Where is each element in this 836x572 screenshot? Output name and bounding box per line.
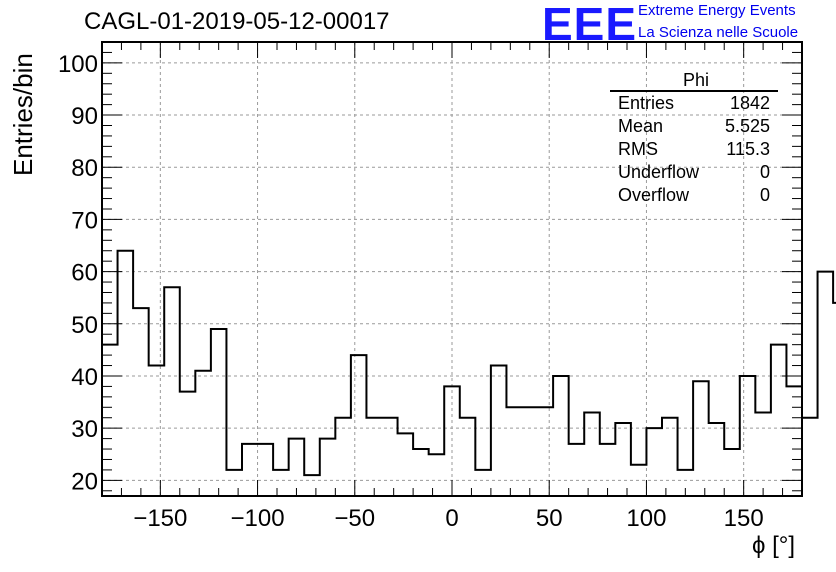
x-tick-label: 0	[445, 505, 458, 532]
stats-value: 5.525	[724, 116, 770, 136]
stats-label: RMS	[618, 139, 658, 159]
histogram-bin	[522, 407, 538, 496]
y-tick-label: 20	[71, 468, 98, 495]
histogram-bin	[149, 366, 165, 496]
histogram-bin	[475, 470, 491, 496]
stats-row-mean: Mean 5.525	[610, 115, 778, 138]
histogram-bin	[180, 392, 196, 496]
histogram-bin	[584, 413, 600, 496]
histogram-bin	[258, 444, 274, 496]
y-tick-label: 30	[71, 416, 98, 443]
histogram-bin	[382, 418, 398, 496]
y-tick-label: 100	[58, 51, 98, 78]
histogram-bin	[398, 433, 414, 496]
chart-title: CAGL-01-2019-05-12-00017	[84, 8, 390, 35]
x-tick-label: 150	[724, 505, 764, 532]
stats-row-entries: Entries 1842	[610, 92, 778, 115]
histogram-bin	[289, 439, 305, 496]
y-tick-label: 90	[71, 103, 98, 130]
histogram-bin	[133, 308, 149, 496]
histogram-bin	[615, 423, 631, 496]
histogram-bin	[724, 449, 740, 496]
histogram-bin	[771, 345, 787, 496]
histogram-bin	[553, 376, 569, 496]
histogram-bin	[786, 386, 802, 496]
histogram-bin	[709, 423, 725, 496]
histogram-bin	[164, 287, 180, 496]
stats-label: Mean	[618, 116, 664, 136]
y-tick-label: 70	[71, 207, 98, 234]
y-tick-label: 40	[71, 364, 98, 391]
eee-logo: EEE	[542, 0, 638, 50]
stats-value: 0	[759, 185, 770, 205]
histogram-bin	[195, 371, 211, 496]
histogram-bin	[662, 418, 678, 496]
histogram-bin	[273, 470, 289, 496]
x-tick-label: 100	[626, 505, 666, 532]
stats-value: 0	[759, 162, 770, 182]
logo-text-line-1: Extreme Energy Events	[638, 2, 796, 19]
x-tick-label: 50	[536, 505, 563, 532]
x-tick-label: −50	[334, 505, 375, 532]
y-axis-label: Entries/bin	[8, 53, 38, 176]
histogram-bin	[118, 251, 134, 496]
histogram-bin	[429, 454, 445, 496]
histogram-bin	[646, 428, 662, 496]
stats-value: 1842	[729, 93, 770, 113]
histogram-bin	[818, 272, 834, 496]
histogram-bin	[211, 329, 227, 496]
histogram-bin	[755, 413, 771, 496]
histogram-bin	[320, 439, 336, 496]
histogram-bin	[444, 386, 460, 496]
stats-label: Underflow	[618, 162, 700, 182]
stats-label: Overflow	[618, 185, 690, 205]
histogram-bin	[351, 355, 367, 496]
histogram-series-line	[102, 249, 836, 477]
stats-value: 115.3	[726, 139, 770, 159]
x-tick-label: −150	[133, 505, 187, 532]
logo-text-line-2: La Scienza nelle Scuole	[638, 24, 799, 41]
y-tick-label: 80	[71, 155, 98, 182]
histogram-bin	[460, 418, 476, 496]
histogram-bin	[802, 418, 818, 496]
histogram-bin	[506, 407, 522, 496]
histogram-bin	[304, 475, 320, 496]
histogram-bin	[569, 444, 585, 496]
stats-row-rms: RMS 115.3	[610, 138, 778, 161]
histogram-bin	[366, 418, 382, 496]
stats-box-title: Phi	[610, 70, 778, 92]
histogram-bin	[740, 376, 756, 496]
stats-row-overflow: Overflow 0	[610, 184, 778, 207]
histogram-bin	[491, 366, 507, 496]
x-axis-label: ϕ [°]	[752, 532, 796, 559]
stats-row-underflow: Underflow 0	[610, 161, 778, 184]
histogram-bin	[538, 407, 554, 496]
histogram-bin	[242, 444, 258, 496]
histogram-bin	[693, 381, 709, 496]
histogram-bin	[102, 345, 118, 496]
histogram-bin	[631, 465, 647, 496]
stats-label: Entries	[618, 93, 675, 113]
y-tick-label: 50	[71, 312, 98, 339]
y-tick-label: 60	[71, 260, 98, 287]
histogram-bin	[335, 418, 351, 496]
histogram-bin	[226, 470, 242, 496]
histogram-bin	[413, 449, 429, 496]
stats-box: Phi Entries 1842 Mean 5.525 RMS 115.3 Un…	[610, 70, 778, 207]
x-tick-label: −100	[231, 505, 285, 532]
